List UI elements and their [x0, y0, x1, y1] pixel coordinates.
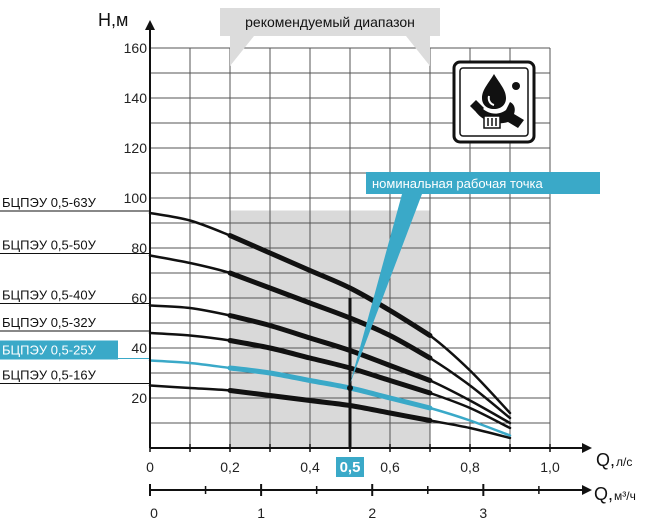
- y-tick-label: 40: [131, 340, 147, 356]
- series-5-working-range: [227, 365, 433, 411]
- x2-tick-label: 3: [479, 505, 487, 521]
- y-axis-ticks: 20 40 60 80 100 120 140 160: [124, 40, 148, 406]
- series-1-working-range: [227, 233, 433, 338]
- x2-tick-label: 1: [257, 505, 265, 521]
- y-axis-title: Н,м: [98, 10, 128, 30]
- svg-text:м³/ч: м³/ч: [614, 489, 636, 503]
- y-tick-label: 140: [124, 90, 148, 106]
- nominal-point-callout-label: номинальная рабочая точка: [372, 176, 543, 191]
- series-4-label: БЦПЭУ 0,5-32У: [2, 315, 97, 330]
- y-tick-label: 80: [131, 240, 147, 256]
- series-6-working-range: [227, 388, 433, 423]
- series-3-label: БЦПЭУ 0,5-40У: [2, 288, 97, 303]
- y-tick-label: 100: [124, 190, 148, 206]
- nominal-point-callout-box: [366, 172, 600, 194]
- x-axis-ticks-m3h: 0 1 2 3: [149, 484, 540, 521]
- x2-tick-label: 0: [150, 505, 158, 521]
- pump-curves: [148, 211, 512, 440]
- oil-drop-wrench-icon: [452, 60, 536, 144]
- series-2-working-range: [227, 270, 433, 361]
- y-tick-label: 120: [124, 140, 148, 156]
- svg-text:Q,: Q,: [594, 484, 613, 504]
- series-6-label: БЦПЭУ 0,5-16У: [2, 368, 97, 383]
- x-tick-label: 1,0: [540, 459, 560, 475]
- y-tick-label: 60: [131, 290, 147, 306]
- x-axis-title-ls: Q, л/с: [596, 450, 632, 470]
- series-4-working-range: [227, 338, 433, 396]
- y-tick-label: 160: [124, 40, 148, 56]
- x-axis-ticks-ls: 0 0,2 0,4 0,6 0,8 1,0 0,5: [146, 457, 560, 477]
- x-tick-label: 0,6: [380, 459, 400, 475]
- model-labels: БЦПЭУ 0,5-63У БЦПЭУ 0,5-50У БЦПЭУ 0,5-40У Б…: [0, 195, 150, 384]
- axes: [145, 20, 592, 495]
- y-tick-label: 20: [131, 390, 147, 406]
- series-1-label: БЦПЭУ 0,5-63У: [2, 195, 97, 210]
- x-tick-label: 0: [146, 459, 154, 475]
- x-tick-label: 0,2: [220, 459, 240, 475]
- x-axis-title-m3h: Q, м³/ч: [594, 484, 636, 504]
- series-5-label: БЦПЭУ 0,5-25У: [2, 343, 97, 358]
- x2-tick-label: 2: [368, 505, 376, 521]
- nominal-point-pointer: [350, 194, 422, 384]
- model-label-highlight-bg: [0, 340, 118, 360]
- recommended-range-label: рекомендуемый диапазон: [245, 14, 415, 30]
- x-tick-label: 0,4: [300, 459, 320, 475]
- series-2-label: БЦПЭУ 0,5-50У: [2, 238, 97, 253]
- nominal-x-tick-bg: [336, 457, 364, 477]
- svg-text:Q,: Q,: [596, 450, 615, 470]
- nominal-x-tick-label: 0,5: [340, 459, 361, 476]
- nominal-point-marker: [347, 385, 353, 391]
- nominal-point: номинальная рабочая точка: [347, 172, 600, 448]
- x-tick-label: 0,8: [460, 459, 480, 475]
- recommended-range-header: рекомендуемый диапазон: [220, 8, 440, 66]
- series-3-working-range: [227, 313, 433, 383]
- svg-text:л/с: л/с: [616, 455, 632, 469]
